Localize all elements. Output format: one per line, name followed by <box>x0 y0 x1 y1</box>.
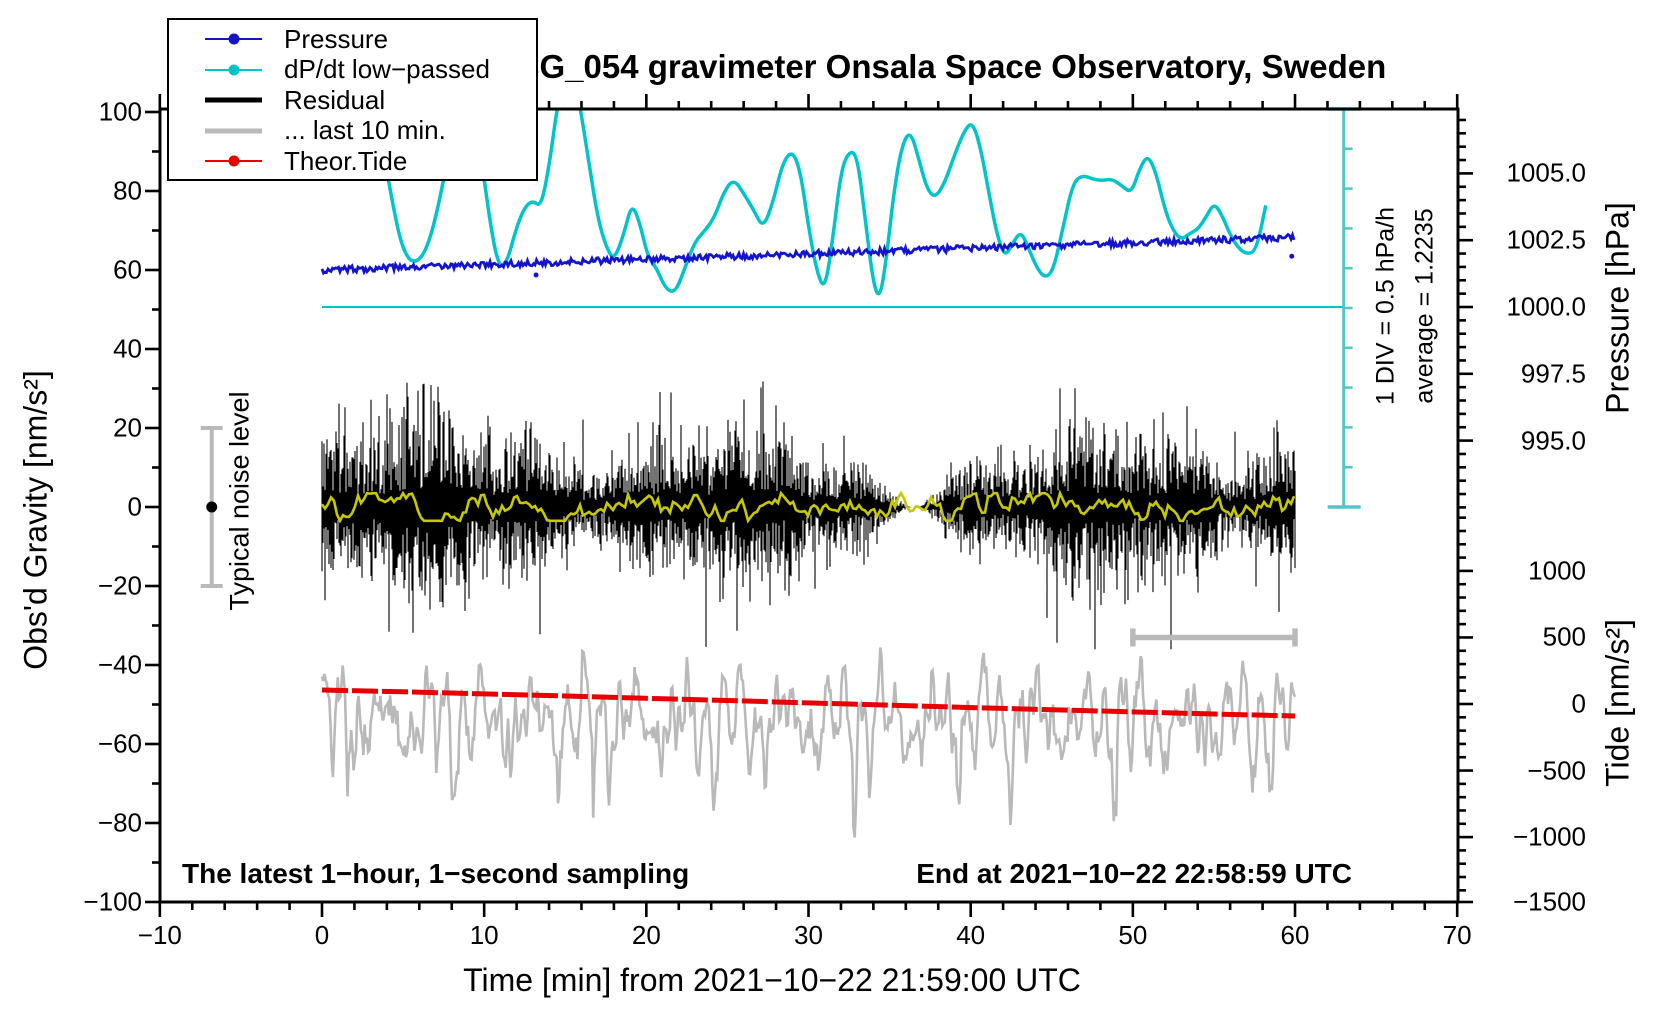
gravity-tick-label: 0 <box>127 491 142 522</box>
legend-label: Pressure <box>284 23 389 54</box>
legend-dot <box>228 33 239 45</box>
axis-ticks <box>145 94 1473 917</box>
tide-tick-label: −500 <box>1527 755 1586 786</box>
average-rate-label: average = 1.2235 <box>1410 208 1439 404</box>
pressure-tick-label: 1002.5 <box>1506 224 1586 255</box>
last10-span-bar <box>1130 628 1298 647</box>
noise-errorbar <box>200 426 223 588</box>
chart-title: SCG_054 gravimeter Onsala Space Observat… <box>493 48 1387 85</box>
legend-item-last10: ... last 10 min. <box>169 115 536 147</box>
series-dpdt <box>385 109 1268 296</box>
dpdt-line-icon <box>205 64 262 76</box>
gravity-tick-label: 80 <box>113 175 142 206</box>
tide-tick-label: 0 <box>1571 688 1586 719</box>
x-tick-label: 20 <box>631 920 661 950</box>
tide-tick-label: 500 <box>1542 621 1586 652</box>
gravity-tick-label: −60 <box>97 728 142 759</box>
tide-tick-label: 1000 <box>1528 555 1586 586</box>
sampling-note: The latest 1−hour, 1−second sampling <box>182 858 690 889</box>
pressure-stray-dot <box>1289 253 1295 259</box>
pressure-line-icon <box>205 33 262 45</box>
pressure-tick-label: 1005.0 <box>1506 157 1586 188</box>
residual-line-icon <box>205 94 262 106</box>
time-axis-title: Time [min] from 2021−10−22 21:59:00 UTC <box>463 962 1081 998</box>
x-tick-label: 30 <box>794 920 823 950</box>
legend-line <box>205 97 262 103</box>
tide-axis-title: Tide [nm/s²] <box>1599 619 1636 787</box>
gravity-tick-label: −100 <box>83 886 142 917</box>
series-theor-tide <box>321 687 1296 719</box>
gravity-tick-label: 100 <box>98 96 142 127</box>
pressure-tick-label: 997.5 <box>1520 358 1586 389</box>
tide-tick-label: −1500 <box>1512 886 1586 917</box>
end-time-note: End at 2021−10−22 22:58:59 UTC <box>916 858 1352 889</box>
typical-noise-level-label: Typical noise level <box>224 391 255 611</box>
x-tick-label: 70 <box>1442 920 1472 950</box>
x-tick-label: 40 <box>956 920 986 950</box>
pressure-stray-dot <box>533 272 539 278</box>
legend-dot <box>228 64 239 76</box>
legend-line <box>205 128 262 134</box>
legend-item-tide: Theor.Tide <box>169 146 536 177</box>
gravity-tick-label: −40 <box>97 649 142 680</box>
x-tick-label: 50 <box>1118 920 1148 950</box>
pressure-axis-title: Pressure [hPa] <box>1599 202 1636 414</box>
legend-label: Residual <box>284 84 386 115</box>
tide-line-icon <box>205 155 262 167</box>
x-tick-label: 10 <box>469 920 499 950</box>
legend-item-pressure: Pressure <box>169 24 536 55</box>
series-residual-last10 <box>320 647 1297 838</box>
legend-label: Theor.Tide <box>284 145 408 176</box>
x-tick-label: −10 <box>137 920 182 950</box>
gravity-tick-label: 20 <box>113 412 142 443</box>
series-residual-smoothed <box>320 489 1296 524</box>
legend-box: Pressure dP/dt low−passed Residual ... l… <box>167 18 538 181</box>
gravity-tick-label: 60 <box>113 254 142 285</box>
legend-label: dP/dt low−passed <box>284 54 490 85</box>
legend-item-residual: Residual <box>169 85 536 116</box>
x-tick-label: 60 <box>1280 920 1310 950</box>
legend-dot <box>228 155 239 167</box>
legend-label: ... last 10 min. <box>284 115 446 146</box>
pressure-tick-label: 995.0 <box>1520 425 1586 456</box>
gravity-tick-label: −20 <box>97 570 142 601</box>
pressure-tick-label: 1000.0 <box>1506 291 1586 322</box>
last10-line-icon <box>205 125 262 137</box>
series-layer <box>320 109 1344 838</box>
x-tick-label: 0 <box>314 920 330 950</box>
div-scale-label: 1 DIV = 0.5 hPa/h <box>1371 206 1400 406</box>
gravity-tick-label: −80 <box>97 807 142 838</box>
legend-item-dpdt: dP/dt low−passed <box>169 54 536 86</box>
tide-tick-label: −1000 <box>1512 821 1586 852</box>
gravity-tick-label: 40 <box>113 333 142 364</box>
series-pressure <box>320 230 1296 276</box>
gravity-axis-title: Obs'd Gravity [nm/s²] <box>17 370 54 670</box>
